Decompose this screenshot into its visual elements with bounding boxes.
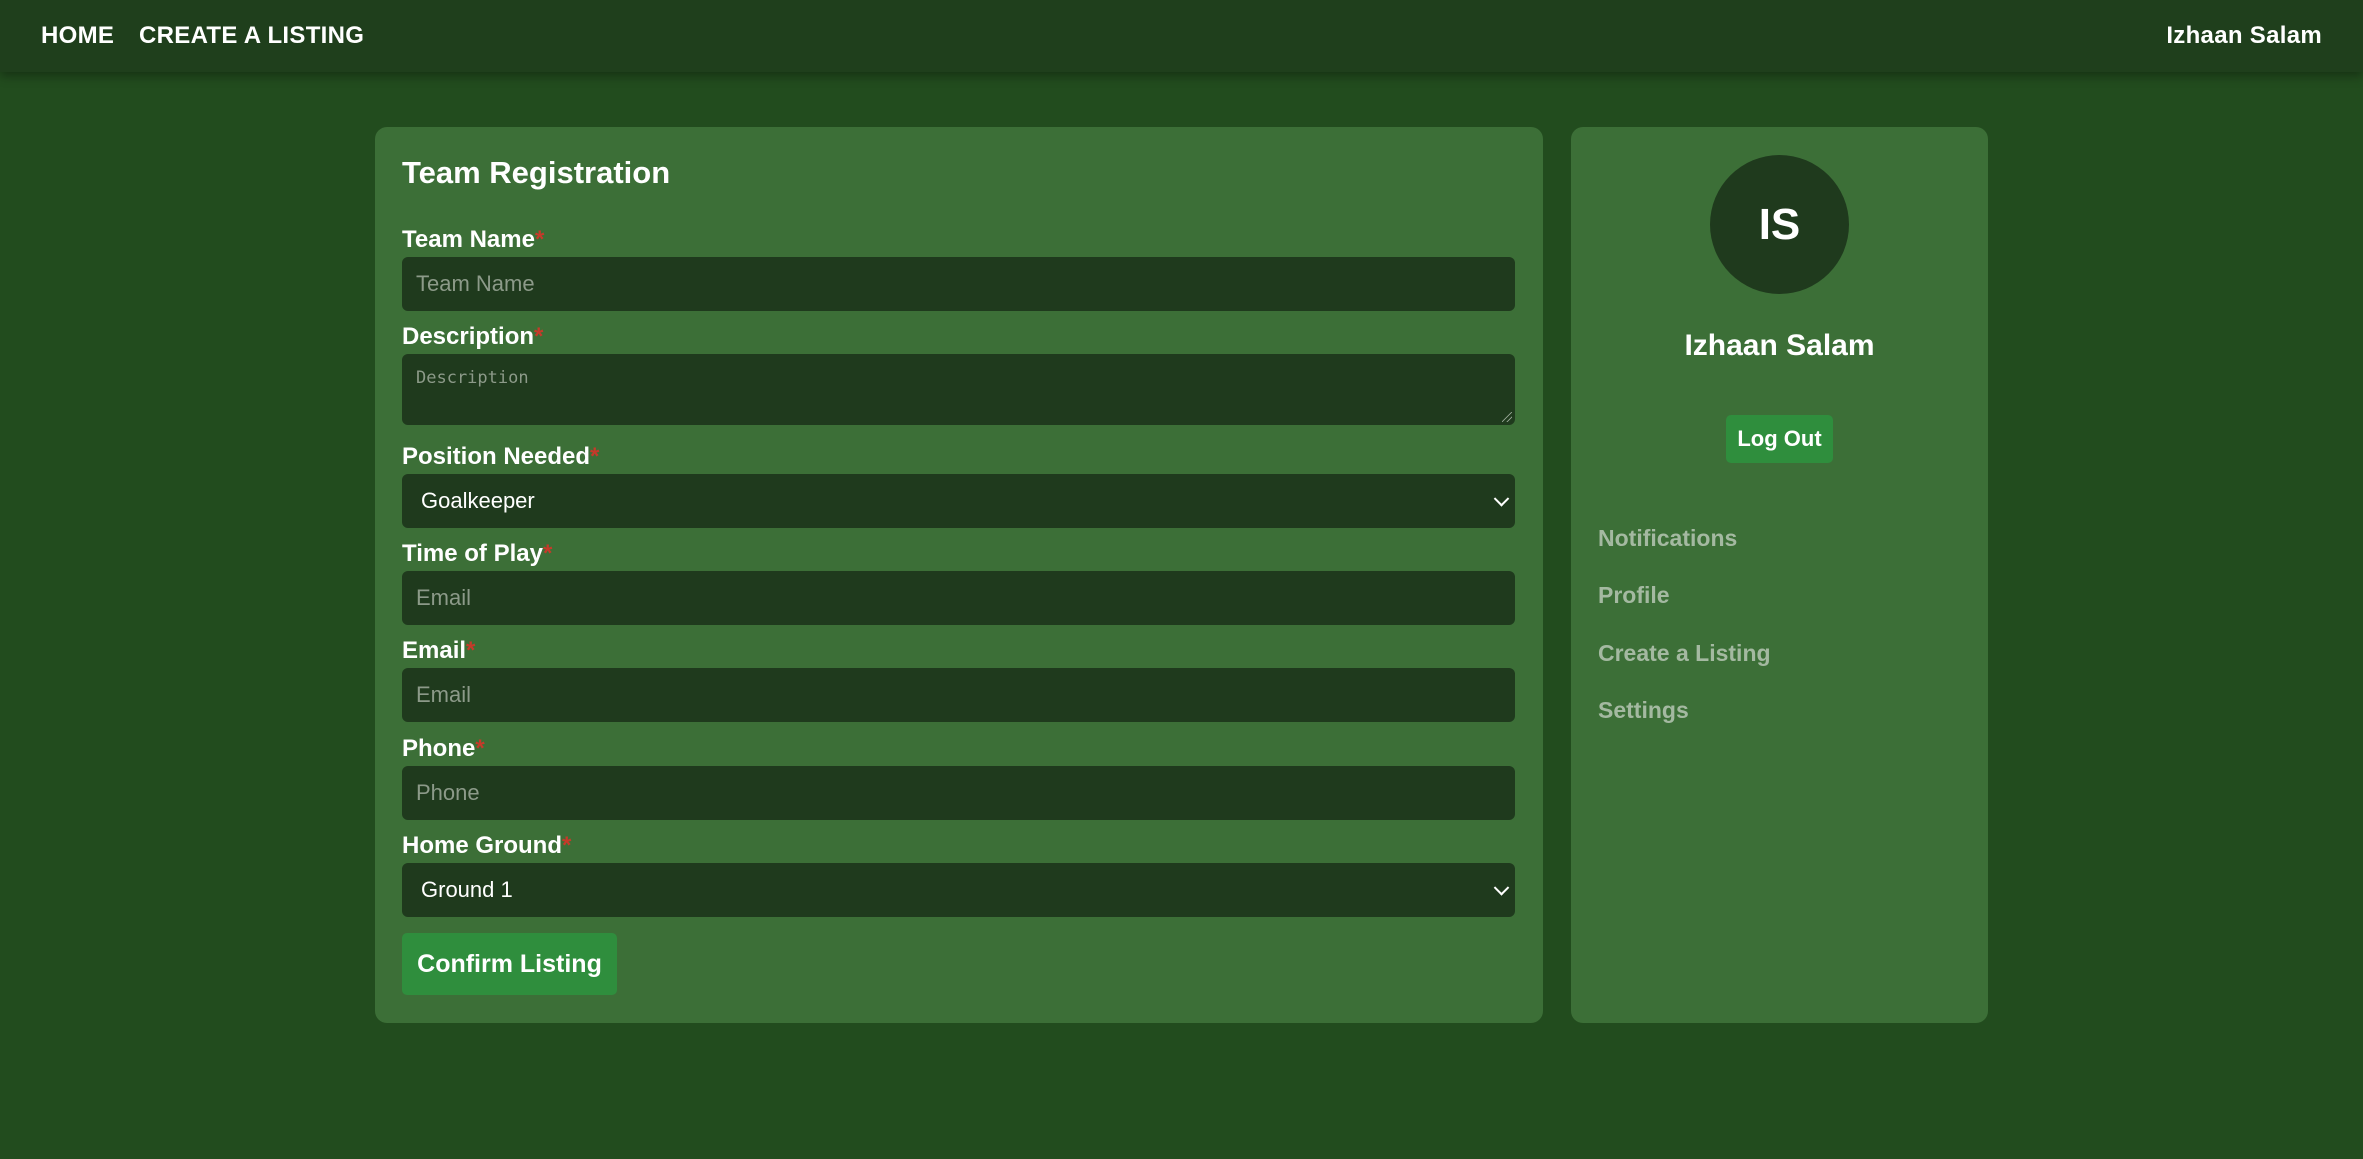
chevron-down-icon (1493, 880, 1510, 896)
team-name-input[interactable]: Team Name (402, 257, 1515, 311)
sidebar-item-notifications[interactable]: Notifications (1598, 525, 1738, 551)
required-mark: * (475, 735, 485, 762)
team-name-label: Team Name* (402, 226, 545, 253)
home-ground-select[interactable]: Ground 1 (402, 863, 1515, 917)
home-ground-value: Ground 1 (421, 877, 513, 902)
email-input[interactable]: Email (402, 668, 1515, 722)
phone-input[interactable]: Phone (402, 766, 1515, 820)
top-nav-bar: HOME CREATE A LISTING Izhaan Salam (0, 0, 2363, 72)
required-mark: * (542, 540, 553, 567)
nav-user-name[interactable]: Izhaan Salam (2166, 22, 2322, 49)
description-textarea[interactable]: Description (402, 354, 1515, 425)
chevron-down-icon (1493, 491, 1510, 507)
time-of-play-label: Time of Play* (402, 540, 553, 567)
avatar: IS (1710, 155, 1849, 294)
email-placeholder: Email (416, 682, 472, 707)
log-out-button[interactable]: Log Out (1726, 415, 1833, 463)
position-needed-select[interactable]: Goalkeeper (402, 474, 1515, 528)
required-mark: * (562, 832, 572, 859)
sidebar-item-settings[interactable]: Settings (1598, 697, 1689, 723)
nav-create-listing-link[interactable]: CREATE A LISTING (139, 22, 365, 49)
home-ground-label: Home Ground* (402, 832, 572, 859)
position-needed-label: Position Needed* (402, 443, 600, 470)
profile-name: Izhaan Salam (1684, 329, 1875, 362)
sidebar-item-profile[interactable]: Profile (1598, 582, 1670, 608)
nav-home-link[interactable]: HOME (41, 22, 115, 49)
required-mark: * (466, 637, 476, 664)
time-of-play-placeholder: Email (416, 585, 472, 610)
resize-handle-icon[interactable] (1502, 412, 1512, 422)
sidebar-item-create-listing[interactable]: Create a Listing (1598, 640, 1771, 666)
description-label: Description* (402, 323, 544, 350)
team-name-placeholder: Team Name (416, 271, 535, 296)
confirm-listing-button[interactable]: Confirm Listing (402, 933, 617, 995)
profile-sidebar-card: IS Izhaan Salam Log Out Notifications Pr… (1571, 127, 1988, 1023)
phone-label: Phone* (402, 735, 485, 762)
team-registration-card: Team Registration Team Name* Team Name D… (375, 127, 1543, 1023)
required-mark: * (590, 443, 600, 470)
form-title: Team Registration (402, 155, 671, 190)
position-needed-value: Goalkeeper (421, 488, 535, 513)
phone-placeholder: Phone (416, 780, 480, 805)
time-of-play-input[interactable]: Email (402, 571, 1515, 625)
required-mark: * (534, 226, 545, 253)
email-label: Email* (402, 637, 476, 664)
description-placeholder: Description (416, 368, 529, 388)
required-mark: * (534, 323, 544, 350)
